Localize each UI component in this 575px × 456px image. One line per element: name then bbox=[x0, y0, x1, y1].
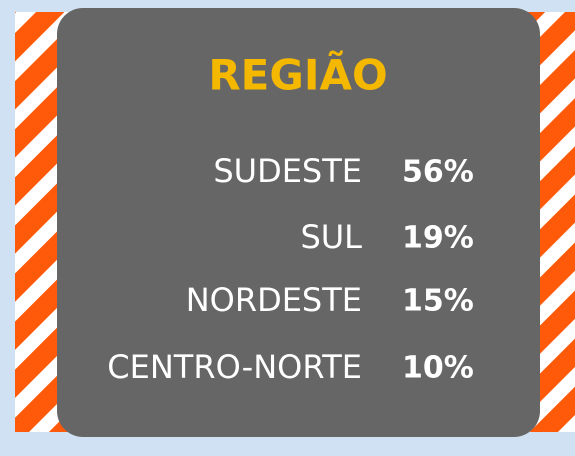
card bbox=[57, 8, 540, 437]
region-label: CENTRO-NORTE bbox=[107, 348, 362, 386]
region-value: 19% bbox=[402, 221, 474, 256]
region-value: 10% bbox=[402, 351, 474, 386]
title: REGIÃO bbox=[208, 50, 387, 100]
region-label: SUL bbox=[300, 218, 362, 256]
region-label: SUDESTE bbox=[213, 152, 362, 190]
region-value: 15% bbox=[402, 284, 474, 319]
rows: SUDESTE 56% SUL 19% NORDESTE 15% CENTRO-NORTE 1… bbox=[107, 152, 474, 386]
region-label: NORDESTE bbox=[186, 281, 362, 319]
region-value: 56% bbox=[402, 155, 474, 190]
